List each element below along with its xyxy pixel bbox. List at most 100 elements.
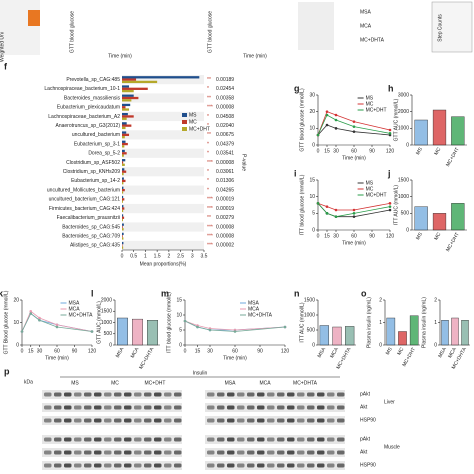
star: ***	[207, 234, 213, 240]
blot-band	[44, 437, 52, 442]
top-text: GTT blood glucose	[207, 11, 213, 53]
blot-band	[174, 405, 182, 410]
bar	[122, 126, 126, 130]
point	[325, 113, 329, 117]
blot-band	[307, 463, 315, 468]
point	[183, 319, 187, 323]
y-tick-label: 0	[16, 342, 19, 348]
y-tick-label: 5	[312, 211, 315, 217]
y-tick-label: 2	[434, 297, 437, 303]
blot-band	[277, 405, 285, 410]
bar	[122, 228, 124, 231]
blot-band	[327, 463, 335, 468]
category-label: Prevotella_sp_CAG:485	[66, 77, 120, 83]
blot-band	[327, 450, 335, 455]
blot-band	[104, 463, 112, 468]
blot-band	[257, 418, 265, 423]
legend-label: MSA	[69, 300, 81, 306]
star: *	[207, 141, 209, 147]
x-axis-label: Time (min)	[223, 355, 247, 361]
p-value: 0.02454	[216, 86, 234, 92]
bar	[122, 186, 124, 189]
y-tick-label: 15	[309, 177, 315, 183]
legend-label: MS	[366, 180, 374, 186]
point	[233, 330, 237, 333]
point	[208, 328, 212, 332]
bar	[122, 232, 124, 236]
y-axis-label: ITT blood glucose (mmol/L)	[299, 174, 305, 235]
x-tick-label: 3.5	[201, 253, 208, 259]
legend-label: MC	[189, 119, 197, 125]
blot-band	[217, 437, 225, 442]
bar	[122, 131, 127, 134]
blot-band	[64, 437, 72, 442]
row-band	[122, 185, 204, 195]
row-label: HSP90	[360, 462, 376, 468]
bar	[122, 154, 124, 157]
y-axis-label: GTT blood glucose (mmol/L)	[299, 88, 305, 152]
bar	[122, 159, 126, 162]
y-tick-label: 20	[309, 109, 315, 115]
blot-band	[114, 450, 122, 455]
blot-band	[207, 463, 215, 468]
blot-band	[84, 450, 92, 455]
bar	[461, 320, 469, 346]
category-label: Dorea_sp_5-2	[88, 151, 120, 157]
point	[334, 113, 338, 117]
blot-strip	[205, 403, 345, 412]
blot-band	[134, 463, 142, 468]
category-label: Clostridium_sp_KNHs209	[63, 169, 120, 175]
blot-band	[54, 463, 62, 468]
star: *	[207, 114, 209, 120]
bar	[122, 136, 125, 139]
star: *	[207, 151, 209, 157]
blot-band	[247, 418, 255, 423]
blot-strip	[42, 435, 182, 444]
blot-band	[227, 437, 235, 442]
blot-band	[327, 405, 335, 410]
legend-label: MS	[366, 95, 374, 101]
blot-band	[297, 463, 305, 468]
bar	[122, 168, 125, 171]
y-tick-label: 0	[179, 342, 182, 348]
blot-band	[317, 405, 325, 410]
x-tick-label: 90	[72, 348, 78, 354]
point	[20, 330, 24, 333]
y-tick-label: 1000	[101, 320, 112, 326]
row-band	[122, 148, 204, 158]
blot-band	[337, 463, 345, 468]
y-tick-label: 0	[312, 342, 315, 348]
kda-label: kDa	[24, 379, 33, 385]
bar	[414, 119, 428, 146]
blot-band	[297, 405, 305, 410]
point	[55, 325, 59, 329]
blot-band	[54, 418, 62, 423]
blot-strip	[205, 448, 345, 457]
bar	[122, 76, 200, 79]
y-tick-label: 2000	[101, 297, 112, 303]
blot-band	[247, 437, 255, 442]
y-tick-label: 2	[379, 297, 382, 303]
p-value-label: P-value	[241, 154, 247, 171]
y-tick-label: 0	[406, 227, 409, 233]
star: ***	[207, 197, 213, 203]
category-label: uncultured_Mollicutes_bacterium	[47, 187, 120, 193]
blot-band	[237, 392, 245, 397]
blot-band	[227, 450, 235, 455]
blot-band	[174, 463, 182, 468]
bar	[122, 195, 124, 199]
blot-band	[94, 392, 102, 397]
blot-strip	[205, 416, 345, 425]
blot-band	[134, 405, 142, 410]
blot-band	[277, 463, 285, 468]
x-tick-label: MC	[396, 346, 405, 356]
bar	[122, 142, 128, 146]
point	[325, 123, 329, 127]
bar	[122, 78, 137, 81]
blot-band	[227, 418, 235, 423]
bar	[122, 124, 132, 127]
legend-label: MC+DHTA	[69, 312, 94, 318]
blot-band	[124, 463, 132, 468]
point	[388, 132, 392, 135]
blot-band	[207, 405, 215, 410]
